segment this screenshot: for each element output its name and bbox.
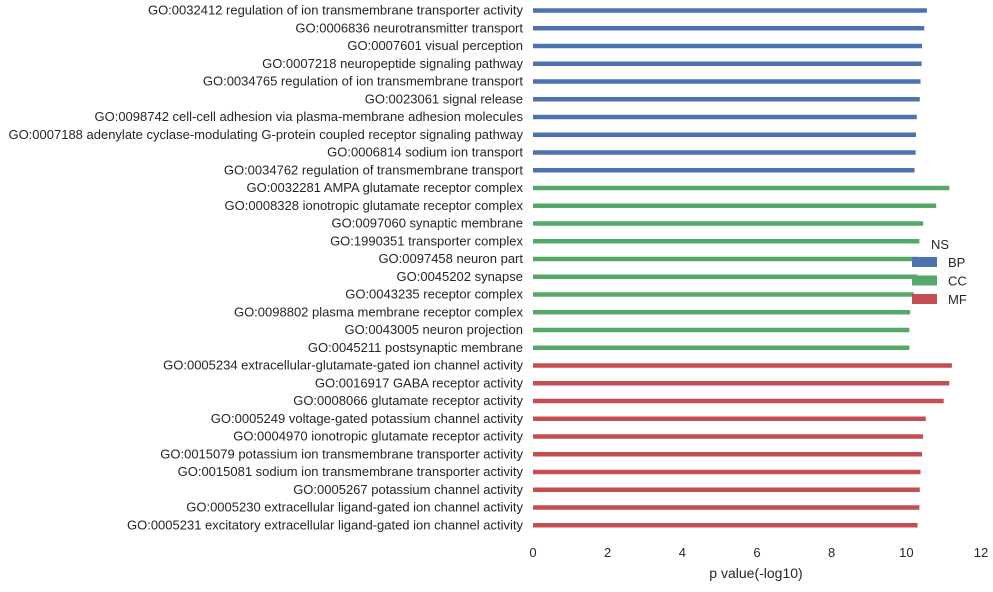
category-label: GO:0007188 adenylate cyclase-modulating …: [8, 127, 523, 142]
legend-label-bp: BP: [948, 255, 965, 270]
bar-bp-2: [533, 43, 923, 49]
bar-cc-4: [533, 256, 919, 262]
category-label: GO:0015079 potassium ion transmembrane t…: [160, 446, 523, 461]
bar-cc-7: [533, 310, 911, 315]
x-tick-label: 2: [604, 545, 611, 560]
bar-cc-3: [533, 239, 920, 244]
bar-cc-9: [533, 345, 910, 350]
bar-bp-3: [533, 61, 922, 66]
bar-bp-4: [533, 79, 921, 84]
x-axis-title: p value(-log10): [709, 565, 802, 581]
bar-cc-6: [533, 292, 914, 297]
category-labels: GO:0032412 regulation of ion transmembra…: [8, 3, 523, 533]
legend-swatch-bp: [912, 257, 937, 267]
category-label: GO:0006836 neurotransmitter transport: [295, 20, 523, 35]
category-label: GO:0097060 synaptic membrane: [332, 216, 524, 231]
category-label: GO:0016917 GABA receptor activity: [315, 375, 524, 390]
bar-mf-4: [533, 434, 924, 439]
bar-mf-6: [533, 469, 921, 475]
legend-title: NS: [931, 237, 949, 252]
category-label: GO:0005249 voltage-gated potassium chann…: [211, 411, 524, 426]
bar-cc-0: [533, 185, 950, 191]
category-label: GO:0006814 sodium ion transport: [327, 145, 523, 160]
category-label: GO:0005230 extracellular ligand-gated io…: [186, 500, 523, 515]
category-label: GO:0032412 regulation of ion transmembra…: [148, 3, 524, 18]
bar-mf-3: [533, 416, 926, 421]
category-label: GO:0045211 postsynaptic membrane: [308, 340, 523, 355]
bar-cc-1: [533, 203, 937, 208]
category-label: GO:0098742 cell-cell adhesion via plasma…: [94, 109, 523, 124]
legend-swatch-mf: [912, 294, 937, 304]
category-label: GO:0007601 visual perception: [347, 38, 523, 53]
category-label: GO:1990351 transporter complex: [330, 233, 523, 248]
bar-mf-2: [533, 398, 944, 404]
category-label: GO:0043235 receptor complex: [345, 287, 523, 302]
category-label: GO:0023061 signal release: [365, 91, 523, 106]
category-label: GO:0005234 extracellular-glutamate-gated…: [163, 358, 523, 373]
bar-bp-9: [533, 168, 915, 173]
category-label: GO:0045202 synapse: [397, 269, 523, 284]
legend: NS BP CC MF: [912, 237, 967, 307]
category-label: GO:0032281 AMPA glutamate receptor compl…: [246, 180, 523, 195]
category-label: GO:0015081 sodium ion transmembrane tran…: [178, 464, 524, 479]
x-tick-label: 0: [529, 545, 536, 560]
x-tick-label: 8: [828, 545, 835, 560]
bar-mf-0: [533, 363, 952, 368]
bar-cc-5: [533, 274, 918, 279]
category-label: GO:0005231 excitatory extracellular liga…: [127, 517, 524, 532]
x-tick-label: 12: [974, 545, 988, 560]
bar-bp-0: [533, 8, 927, 13]
category-label: GO:0043005 neuron projection: [344, 322, 523, 337]
category-label: GO:0004970 ionotropic glutamate receptor…: [233, 429, 523, 444]
category-label: GO:0008328 ionotropic glutamate receptor…: [225, 198, 524, 213]
bar-bp-8: [533, 150, 916, 155]
bar-bp-1: [533, 26, 925, 31]
bar-mf-5: [533, 452, 923, 457]
category-label: GO:0034765 regulation of ion transmembra…: [203, 74, 524, 89]
bar-cc-8: [533, 327, 910, 333]
x-tick-label: 10: [899, 545, 913, 560]
x-tick-label: 6: [753, 545, 760, 560]
legend-label-mf: MF: [948, 292, 967, 307]
bar-mf-7: [533, 487, 920, 492]
bars-layer: [533, 8, 952, 528]
category-label: GO:0008066 glutamate receptor activity: [293, 393, 523, 408]
category-label: GO:0098802 plasma membrane receptor comp…: [234, 304, 524, 319]
legend-swatch-cc: [912, 275, 937, 286]
category-label: GO:0007218 neuropeptide signaling pathwa…: [262, 56, 523, 71]
category-label: GO:0005267 potassium channel activity: [293, 482, 523, 497]
category-label: GO:0034762 regulation of transmembrane t…: [224, 162, 524, 177]
bar-cc-2: [533, 221, 924, 226]
x-axis: 0 2 4 6 8 10 12: [529, 545, 988, 560]
bar-bp-7: [533, 132, 917, 137]
bar-mf-1: [533, 381, 950, 386]
x-tick-label: 4: [679, 545, 686, 560]
category-label: GO:0097458 neuron part: [378, 251, 523, 266]
legend-label-cc: CC: [948, 274, 967, 289]
bar-bp-5: [533, 97, 920, 102]
bar-bp-6: [533, 114, 917, 120]
bar-mf-8: [533, 505, 920, 510]
bar-mf-9: [533, 523, 918, 528]
